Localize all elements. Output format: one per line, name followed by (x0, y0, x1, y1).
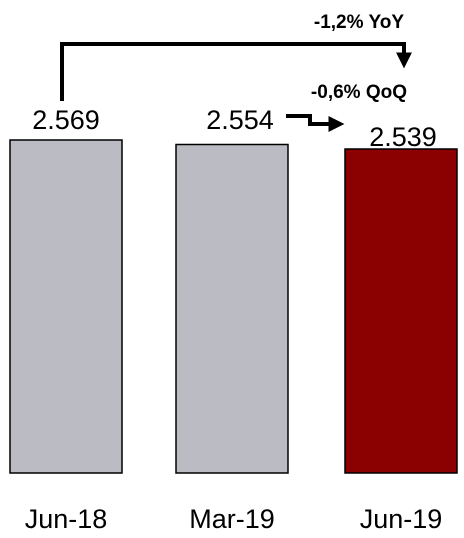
qoq-change-label: -0,6% QoQ (311, 82, 407, 103)
yoy-arrow (60, 42, 412, 101)
qoq-arrow (286, 114, 345, 132)
value-label-jun-18: 2.569 (32, 105, 100, 135)
category-label-jun-19: Jun-19 (360, 504, 443, 534)
value-label-mar-19: 2.554 (206, 105, 274, 135)
yoy-change-label: -1,2% YoY (314, 12, 404, 33)
yoy-annotation: -1,2% YoY (60, 12, 412, 101)
qoq-annotation: -0,6% QoQ (286, 82, 407, 132)
category-label-jun-18: Jun-18 (25, 504, 108, 534)
category-label-mar-19: Mar-19 (189, 504, 275, 534)
bar-jun-18 (9, 139, 123, 474)
bars-layer (9, 139, 458, 474)
bar-jun-19 (344, 148, 458, 474)
bar-mar-19 (175, 143, 289, 474)
value-labels-layer: 2.569 2.554 2.539 (32, 105, 437, 152)
category-labels-layer: Jun-18 Mar-19 Jun-19 (25, 504, 443, 534)
value-label-jun-19: 2.539 (369, 122, 437, 152)
